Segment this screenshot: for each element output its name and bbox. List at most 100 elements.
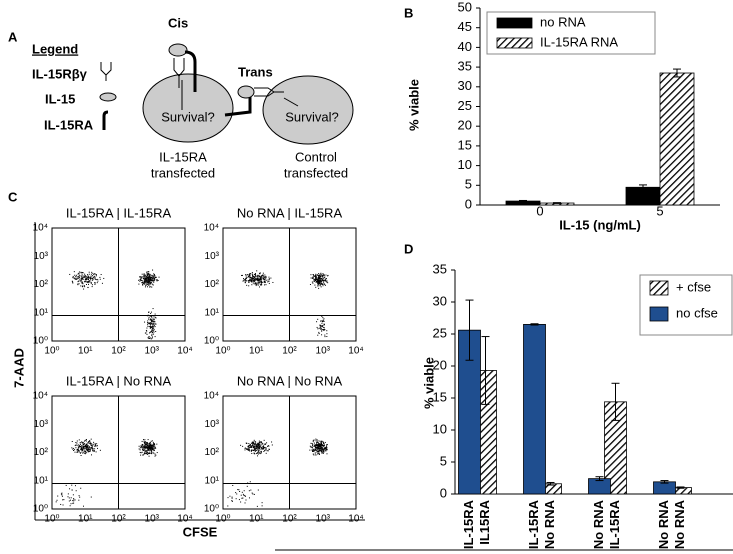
event-dot (248, 285, 250, 287)
event-dot (321, 282, 323, 284)
event-dot (84, 448, 86, 450)
event-dot (144, 321, 146, 323)
event-dot (260, 447, 262, 449)
event-dot (253, 283, 255, 285)
event-dot (149, 452, 151, 454)
event-dot (312, 450, 314, 452)
event-dot (151, 276, 153, 278)
event-dot (314, 279, 316, 281)
event-dot (320, 445, 322, 447)
event-dot (94, 282, 96, 284)
event-dot (92, 279, 94, 281)
event-dot (148, 443, 150, 445)
event-dot (89, 441, 91, 443)
event-dot (100, 274, 102, 276)
event-dot (318, 450, 320, 452)
event-dot (79, 444, 81, 446)
event-dot (153, 449, 155, 451)
event-dot (146, 276, 148, 278)
event-dot (257, 452, 259, 454)
event-dot (312, 276, 314, 278)
event-dot (254, 448, 256, 450)
event-dot (321, 441, 323, 443)
event-dot (316, 449, 318, 451)
event-dot (144, 453, 146, 455)
event-dot (315, 278, 317, 280)
event-dot (247, 274, 249, 276)
event-dot (71, 280, 73, 282)
event-dot (148, 278, 150, 280)
event-dot (91, 278, 93, 280)
event-dot (151, 280, 153, 282)
event-dot (150, 279, 152, 281)
event-dot (97, 278, 99, 280)
event-dot (152, 446, 154, 448)
event-dot (140, 452, 142, 454)
event-dot (81, 282, 83, 284)
event-dot (251, 447, 253, 449)
event-dot (95, 275, 97, 277)
event-dot (140, 277, 142, 279)
event-dot (151, 326, 153, 328)
event-dot (68, 497, 70, 499)
bar (659, 72, 695, 206)
event-dot (91, 286, 93, 288)
event-dot (262, 448, 264, 450)
cell-text: Survival? (285, 109, 338, 124)
y-tick-label: 10⁰ (33, 336, 48, 347)
event-dot (263, 447, 265, 449)
event-dot (320, 328, 322, 330)
event-dot (258, 451, 260, 453)
event-dot (60, 503, 62, 505)
event-dot (158, 276, 160, 278)
event-dot (74, 485, 76, 487)
event-dot (89, 277, 91, 279)
event-dot (323, 445, 325, 447)
event-dot (78, 272, 80, 274)
event-dot (322, 280, 324, 282)
event-dot (261, 277, 263, 279)
event-dot (261, 275, 263, 277)
event-dot (81, 285, 83, 287)
event-dot (144, 442, 146, 444)
event-dot (71, 484, 73, 486)
x-axis-label: CFSE (183, 524, 218, 539)
event-dot (88, 442, 90, 444)
event-dot (143, 445, 145, 447)
event-dot (263, 448, 265, 450)
event-dot (243, 278, 245, 280)
event-dot (146, 452, 148, 454)
event-dot (141, 276, 143, 278)
event-dot (317, 279, 319, 281)
event-dot (80, 449, 82, 451)
event-dot (63, 499, 65, 501)
event-dot (148, 446, 150, 448)
x-tick-label: 10³ (145, 514, 160, 525)
event-dot (84, 448, 86, 450)
event-dot (268, 445, 270, 447)
y-tick-label: 10² (34, 447, 49, 458)
legend-swatch (649, 280, 669, 296)
event-dot (249, 274, 251, 276)
event-dot (55, 501, 57, 503)
event-dot (145, 278, 147, 280)
event-dot (266, 450, 268, 452)
y-tick-label: 10⁰ (33, 504, 48, 515)
event-dot (82, 276, 84, 278)
event-dot (261, 443, 263, 445)
event-dot (78, 499, 80, 501)
event-dot (253, 453, 255, 455)
y-tick-label: 10⁴ (204, 391, 219, 402)
event-dot (91, 279, 93, 281)
event-dot (259, 442, 261, 444)
event-dot (315, 275, 317, 277)
event-dot (318, 448, 320, 450)
event-dot (317, 328, 319, 330)
event-dot (148, 332, 150, 334)
event-dot (317, 445, 319, 447)
event-dot (319, 278, 321, 280)
event-dot (86, 278, 88, 280)
event-dot (141, 447, 143, 449)
event-dot (143, 449, 145, 451)
error-bar (676, 486, 685, 489)
